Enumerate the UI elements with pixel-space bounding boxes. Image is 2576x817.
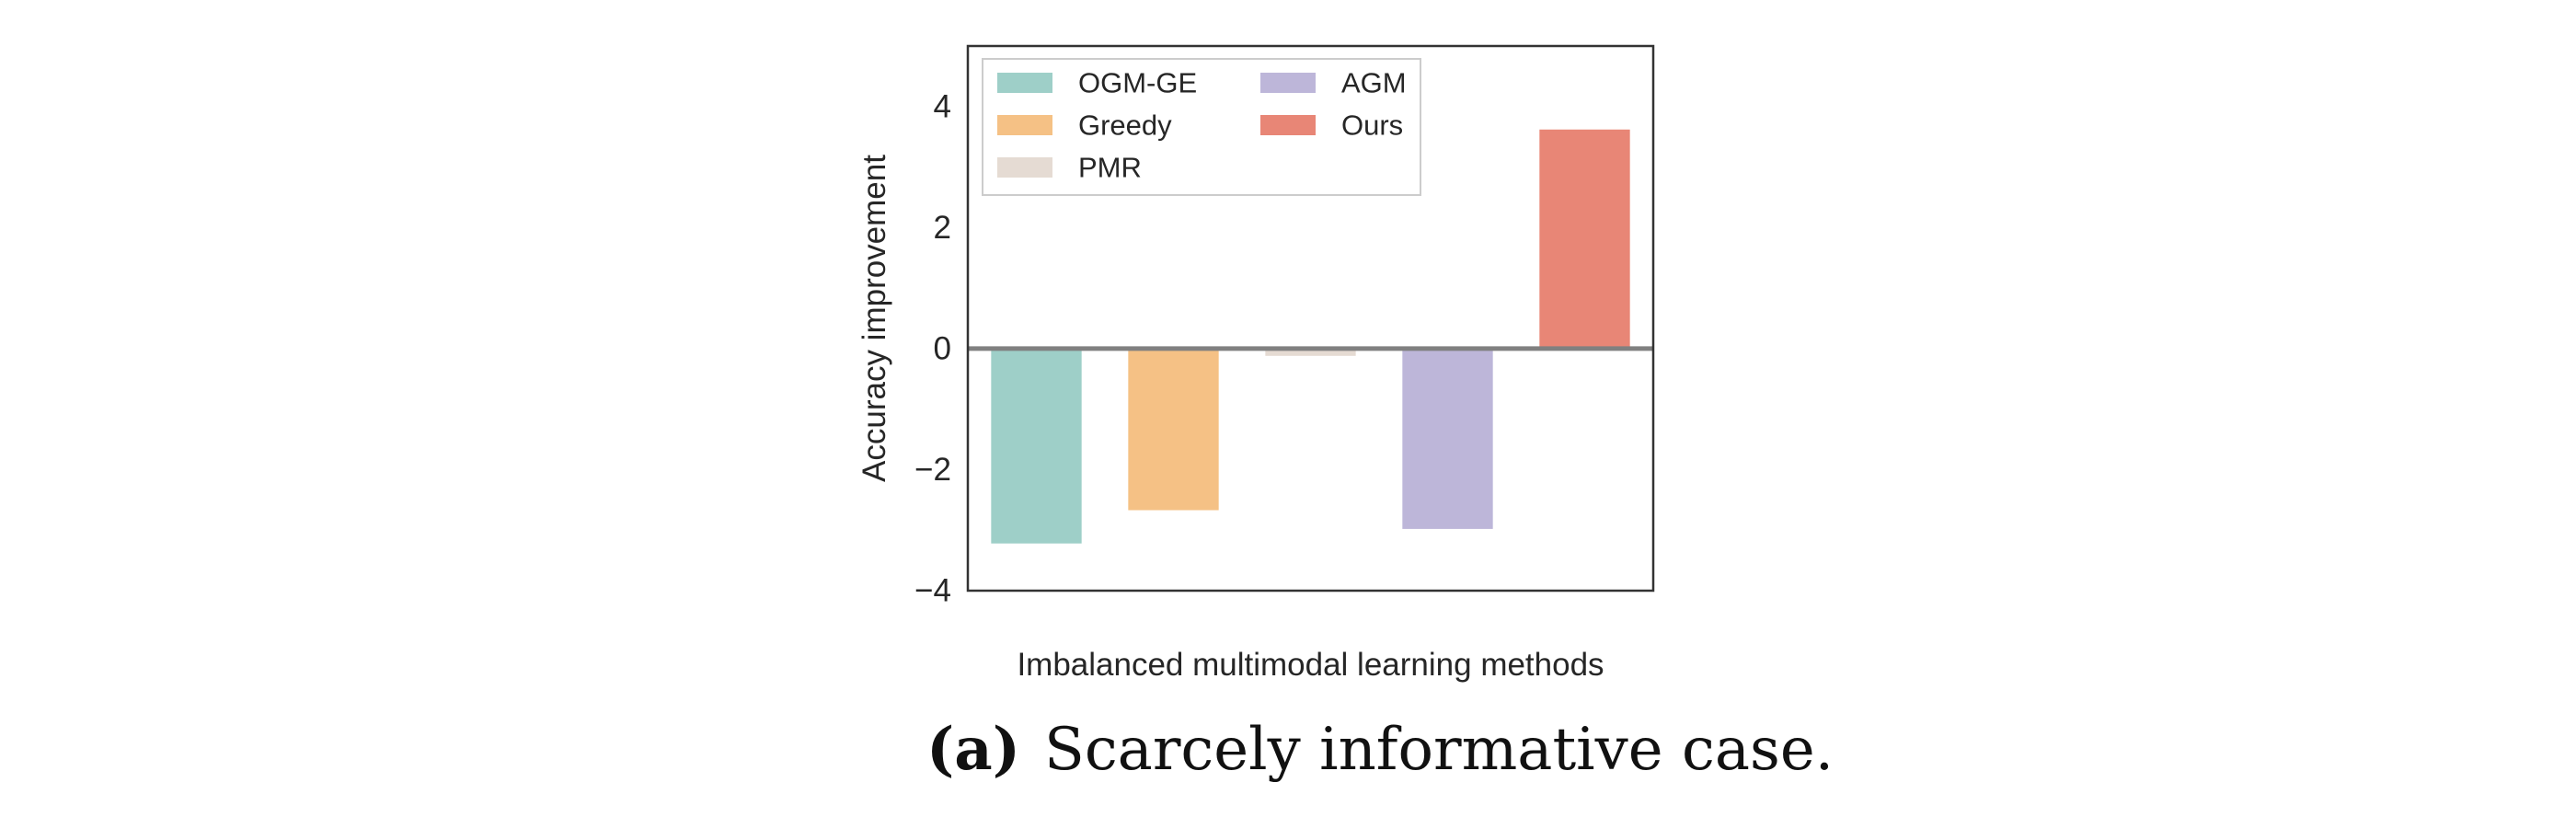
figure-caption: (a) Scarcely informative case. <box>926 715 1834 784</box>
legend-swatch <box>1260 115 1316 135</box>
legend-label: AGM <box>1341 67 1407 99</box>
caption-text: Scarcely informative case. <box>1044 716 1834 784</box>
y-tick-label: −4 <box>914 573 951 609</box>
legend-label: OGM-GE <box>1078 67 1197 99</box>
y-tick-label: 0 <box>934 330 951 366</box>
legend-label: Ours <box>1341 109 1403 142</box>
y-tick-label: 2 <box>934 210 951 246</box>
legend-swatch <box>997 157 1052 178</box>
legend-label: Greedy <box>1078 109 1172 142</box>
y-tick-label: −2 <box>914 452 951 488</box>
bar-greedy <box>1128 348 1219 511</box>
legend: OGM-GE Greedy PMR AGM Ours <box>982 58 1421 196</box>
bars-layer <box>991 129 1630 544</box>
bar-ogm-ge <box>991 348 1082 544</box>
x-axis-label: Imbalanced multimodal learning methods <box>1017 647 1604 683</box>
caption-label: (a) <box>926 715 1020 784</box>
bar-agm <box>1402 348 1493 529</box>
legend-frame <box>982 58 1421 196</box>
plot-frame <box>966 44 1655 593</box>
legend-label: PMR <box>1078 152 1142 184</box>
legend-swatch <box>997 115 1052 135</box>
legend-swatch <box>1260 73 1316 93</box>
y-tick-label: 4 <box>934 88 951 124</box>
y-axis-ticks: 4 2 0 −2 −4 <box>914 88 951 608</box>
y-axis-label: Accuracy improvement <box>857 155 892 482</box>
bar-ours <box>1539 129 1630 349</box>
legend-swatch <box>997 73 1052 93</box>
bar-pmr <box>1265 348 1356 356</box>
